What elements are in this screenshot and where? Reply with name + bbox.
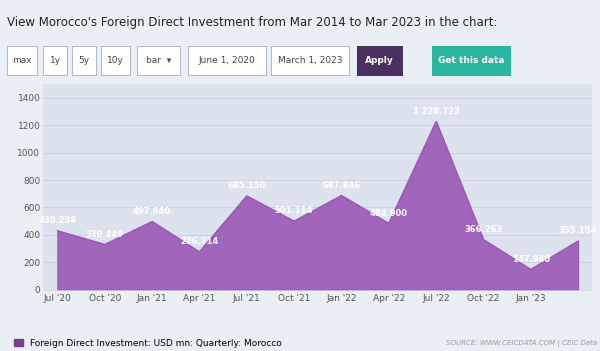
Text: View Morocco's Foreign Direct Investment from Mar 2014 to Mar 2023 in the chart:: View Morocco's Foreign Direct Investment…	[7, 16, 498, 29]
Text: SOURCE: WWW.CEICDATA.COM | CEIC Data: SOURCE: WWW.CEICDATA.COM | CEIC Data	[446, 340, 597, 347]
Text: 276.714: 276.714	[180, 237, 218, 246]
Text: 330.449: 330.449	[86, 230, 124, 239]
Text: 501.114: 501.114	[275, 206, 313, 216]
Text: 147.940: 147.940	[512, 255, 550, 264]
Text: 484.900: 484.900	[370, 208, 407, 218]
Text: 685.150: 685.150	[227, 181, 266, 190]
Text: 1 228.723: 1 228.723	[413, 107, 460, 116]
Text: Get this data: Get this data	[438, 56, 504, 65]
Text: 1y: 1y	[50, 56, 61, 65]
Text: Apply: Apply	[365, 56, 394, 65]
Text: max: max	[13, 56, 32, 65]
Text: 497.940: 497.940	[133, 207, 171, 216]
Text: 366.263: 366.263	[464, 225, 502, 234]
Legend: Foreign Direct Investment: USD mn: Quarterly: Morocco: Foreign Direct Investment: USD mn: Quart…	[10, 335, 286, 351]
Text: June 1, 2020: June 1, 2020	[199, 56, 255, 65]
Text: 10y: 10y	[107, 56, 124, 65]
Text: 687.846: 687.846	[322, 181, 361, 190]
Text: 430.238: 430.238	[38, 216, 76, 225]
Text: 5y: 5y	[79, 56, 89, 65]
Text: 355.154: 355.154	[559, 226, 597, 236]
Text: March 1, 2023: March 1, 2023	[278, 56, 343, 65]
Text: bar  ▾: bar ▾	[146, 56, 171, 65]
